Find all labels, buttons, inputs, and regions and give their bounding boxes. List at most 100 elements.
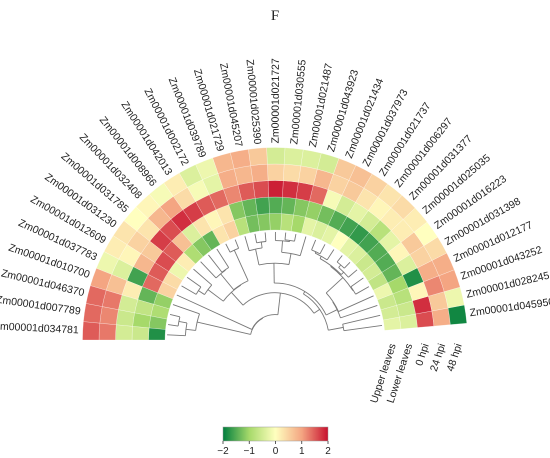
dendrogram-arc xyxy=(314,252,328,261)
dendrogram-branch xyxy=(338,295,374,312)
dendrogram-branch xyxy=(303,291,306,295)
dendrogram-branch xyxy=(193,268,213,286)
heatmap-cells xyxy=(82,147,467,341)
gene-label: Zm00001d034781 xyxy=(0,320,79,336)
dendrogram-branch xyxy=(313,308,320,314)
heatmap-cell xyxy=(255,197,270,215)
dendrogram-branch xyxy=(325,309,338,316)
heatmap-cell xyxy=(148,327,166,341)
legend-colorbar xyxy=(222,426,329,442)
heatmap-cell xyxy=(267,180,284,198)
dendrogram-branch xyxy=(343,325,383,332)
heatmap-cell xyxy=(431,307,451,327)
dendrogram-arc xyxy=(350,286,357,295)
color-legend: −2 −1 0 1 2 xyxy=(217,426,331,457)
dendrogram-branch xyxy=(255,249,260,266)
dendrogram-arc xyxy=(275,240,290,243)
dendrogram-branch xyxy=(244,236,250,251)
dendrogram-branch xyxy=(299,236,307,256)
heatmap-cell xyxy=(280,213,294,232)
dendrogram-branch xyxy=(350,277,364,288)
panel-label: F xyxy=(271,8,279,24)
dendrogram-branch xyxy=(197,321,251,335)
gene-label: Zm00001d007789 xyxy=(0,294,82,318)
dendrogram-arc xyxy=(284,239,295,242)
dendrogram-branch xyxy=(216,248,230,268)
dendrogram-branch xyxy=(207,289,224,302)
dendrogram-branch xyxy=(336,255,343,263)
dendrogram-arc xyxy=(251,314,278,330)
gene-label: Zm00001d021727 xyxy=(270,58,282,143)
dendrogram-branch xyxy=(277,292,281,315)
dendrogram-branch xyxy=(348,269,358,278)
heatmap-cell xyxy=(248,147,268,166)
dendrogram-arc xyxy=(204,284,213,295)
heatmap-cell xyxy=(131,326,150,341)
dendrogram-branch xyxy=(186,276,202,288)
dendrogram-branch xyxy=(325,277,344,294)
heatmap-cell xyxy=(266,147,286,165)
heatmap-cell xyxy=(281,197,297,216)
dendrogram-arc xyxy=(342,324,345,331)
dendrogram-branch xyxy=(281,240,283,253)
dendrogram-branch xyxy=(233,249,249,281)
dendrogram-branch xyxy=(294,233,297,242)
dendrogram-branch xyxy=(340,304,378,319)
heatmap-cell xyxy=(447,304,467,325)
heatmap-cell xyxy=(82,321,100,341)
heatmap-cell xyxy=(83,303,103,324)
dendrogram-branch xyxy=(231,292,244,306)
dendrogram-arc xyxy=(336,261,345,269)
dendrogram-branch xyxy=(338,264,342,268)
dendrogram-branch xyxy=(343,261,351,269)
dendrogram-branch xyxy=(311,239,317,251)
dendrogram-branch xyxy=(168,324,179,327)
dendrogram-branch xyxy=(355,286,370,295)
dendrogram-branch xyxy=(169,314,180,318)
dendrogram-arc xyxy=(311,249,321,255)
dendrogram-branch xyxy=(340,271,345,275)
legend-tick-label: 1 xyxy=(299,446,305,457)
dendrogram-branch xyxy=(326,249,335,261)
dendrogram-branch xyxy=(254,233,258,243)
heatmap-cell xyxy=(283,164,301,183)
gene-label: Zm00001d025390 xyxy=(244,59,264,145)
heatmap-cell xyxy=(283,147,304,167)
dendrogram-branch xyxy=(176,294,253,330)
dendrogram-branch xyxy=(220,273,235,291)
dendrogram-branch xyxy=(172,304,200,315)
heatmap-cell xyxy=(250,164,269,183)
dendrogram-branch xyxy=(185,328,196,331)
dendrogram-branch xyxy=(342,314,381,325)
dendrogram-arc xyxy=(250,317,263,335)
heatmap-cell xyxy=(268,196,283,214)
dendrogram-branch xyxy=(200,261,217,279)
legend-tick-label: −2 xyxy=(217,446,229,457)
dendrogram-branch xyxy=(225,243,231,253)
heatmap-cell xyxy=(116,309,135,327)
dendrogram-arc xyxy=(229,247,239,253)
legend-tick-label: 2 xyxy=(325,446,331,457)
heatmap-cell xyxy=(282,180,299,199)
dendrogram-branch xyxy=(178,320,188,324)
dendrogram-branch xyxy=(264,232,267,242)
dendrogram-branch xyxy=(260,241,263,249)
heatmap-cell xyxy=(99,306,119,325)
legend-ticks: −2 −1 0 1 2 xyxy=(217,441,331,457)
dendrogram-branch xyxy=(181,285,197,295)
dendrogram-arc xyxy=(184,322,188,336)
dendrogram-branch xyxy=(284,232,287,240)
row-dendrogram xyxy=(167,231,383,337)
dendrogram-branch xyxy=(288,253,292,265)
heatmap-cell xyxy=(115,324,133,341)
legend-tick-label: 0 xyxy=(273,446,279,457)
dendrogram-branch xyxy=(198,290,205,295)
dendrogram-branch xyxy=(234,239,240,249)
heatmap-cell xyxy=(252,180,269,199)
heatmap-cell xyxy=(267,163,285,181)
dendrogram-branch xyxy=(328,326,344,331)
gene-label: Zm00001d045950 xyxy=(469,296,550,319)
legend-tick-label: −1 xyxy=(244,446,256,457)
